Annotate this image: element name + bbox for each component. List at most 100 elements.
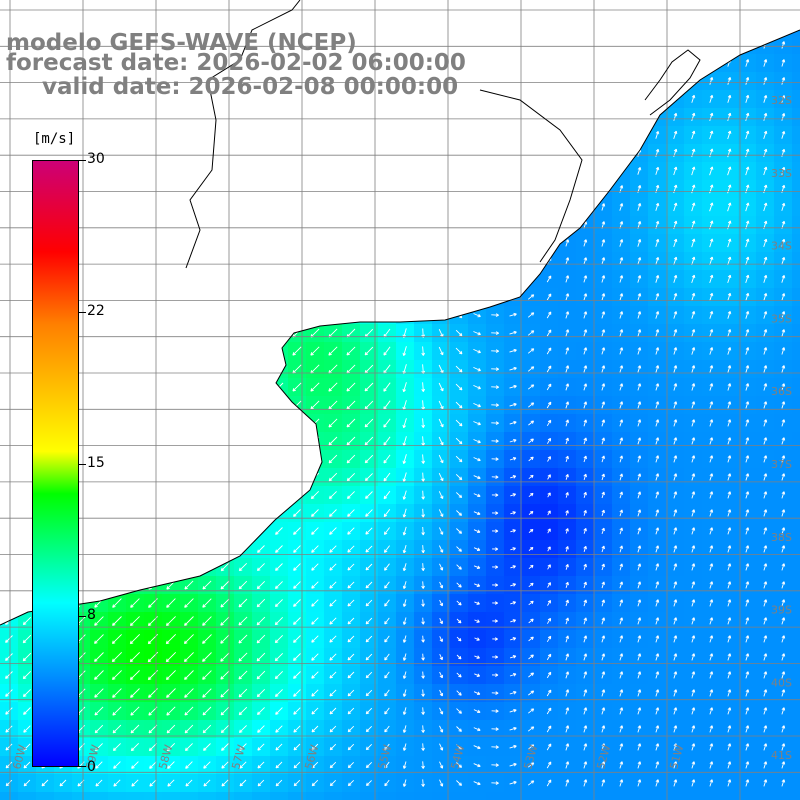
field-cell <box>792 522 800 541</box>
field-cell <box>0 792 19 800</box>
wind-arrow <box>473 384 481 390</box>
wind-arrow <box>527 294 535 300</box>
wind-arrow <box>673 292 678 301</box>
wind-arrow <box>673 329 678 337</box>
wind-arrow <box>310 346 320 356</box>
wind-arrow <box>655 238 660 247</box>
field-cell <box>54 792 73 800</box>
field-cell <box>792 108 800 127</box>
field-cell <box>792 396 800 415</box>
wind-arrow <box>637 166 642 175</box>
field-cell <box>180 792 199 800</box>
wind-arrow <box>709 292 714 301</box>
wind-arrow <box>727 94 732 103</box>
latitude-label: 36S <box>771 385 792 398</box>
wind-arrow <box>709 202 714 212</box>
wind-arrow <box>763 112 768 121</box>
wind-arrow <box>709 130 714 140</box>
wind-arrow <box>781 311 786 319</box>
field-cell <box>792 612 800 631</box>
wind-arrow <box>673 166 678 176</box>
wind-arrow <box>473 348 481 354</box>
field-cell <box>162 792 181 800</box>
wind-arrow <box>546 293 552 301</box>
wind-arrow <box>364 382 374 392</box>
wind-arrow <box>655 274 660 283</box>
wind-arrow <box>763 256 768 266</box>
wind-arrow <box>655 311 660 319</box>
latitude-label: 39S <box>771 604 792 617</box>
wind-arrow <box>527 330 535 336</box>
wind-arrow <box>546 347 552 355</box>
wind-arrow <box>709 76 714 85</box>
latitude-label: 34S <box>771 240 792 253</box>
wind-arrow <box>727 148 732 158</box>
wind-arrow <box>763 130 768 140</box>
field-cell <box>738 792 757 800</box>
wind-arrow <box>781 77 786 85</box>
wind-arrow <box>709 310 714 319</box>
field-cell <box>792 684 800 703</box>
field-cell <box>576 792 595 800</box>
field-cell <box>792 702 800 721</box>
wind-arrow <box>655 293 660 301</box>
wind-arrow <box>727 112 732 122</box>
wind-arrow <box>781 347 786 355</box>
wind-arrow <box>619 311 624 319</box>
wind-arrow <box>673 365 678 373</box>
wind-arrow <box>763 202 768 212</box>
wind-arrow <box>583 293 588 301</box>
wind-arrow <box>727 256 732 266</box>
field-cell <box>702 792 721 800</box>
wind-arrow <box>473 313 481 318</box>
wind-arrow <box>402 382 407 393</box>
latitude-label: 41S <box>771 749 792 762</box>
wind-arrow <box>673 202 678 212</box>
field-cell <box>450 792 469 800</box>
wind-arrow <box>655 365 660 373</box>
wind-arrow <box>655 202 660 211</box>
wind-arrow <box>383 346 391 356</box>
wind-arrow <box>655 256 660 265</box>
colorbar-unit: [m/s] <box>33 131 76 147</box>
field-cell <box>792 198 800 217</box>
field-cell <box>792 756 800 775</box>
wind-arrow <box>565 311 570 319</box>
wind-arrow <box>763 329 768 337</box>
wind-arrow <box>781 130 786 139</box>
wind-arrow <box>727 238 732 248</box>
wind-arrow <box>709 238 714 248</box>
field-cell <box>666 792 685 800</box>
wind-arrow <box>745 347 750 355</box>
wind-arrow <box>583 383 588 391</box>
colorbar-tick <box>79 160 86 161</box>
wind-arrow <box>637 383 642 391</box>
latitude-label: 38S <box>771 531 792 544</box>
wind-arrow <box>601 293 606 301</box>
wind-arrow <box>673 311 678 319</box>
wind-arrow <box>745 292 750 301</box>
wind-arrow <box>691 148 696 158</box>
wind-arrow <box>727 166 732 176</box>
field-cell <box>792 360 800 379</box>
field-cell <box>792 450 800 469</box>
wind-arrow <box>637 238 642 247</box>
wind-arrow <box>364 346 374 356</box>
field-cell <box>522 792 541 800</box>
field-cell <box>792 630 800 649</box>
wind-arrow <box>601 203 606 211</box>
wind-arrow <box>383 382 391 392</box>
field-cell <box>306 792 325 800</box>
wind-arrow <box>745 148 750 158</box>
wind-arrow <box>745 130 750 140</box>
wind-arrow <box>619 257 624 265</box>
wind-arrow <box>473 331 481 336</box>
wind-arrow <box>509 312 517 317</box>
wind-arrow <box>673 383 678 391</box>
field-cell <box>792 666 800 685</box>
wind-arrow <box>673 238 678 248</box>
wind-arrow <box>565 329 570 337</box>
wind-arrow <box>637 347 642 355</box>
wind-arrow <box>637 293 642 301</box>
wind-arrow <box>781 41 786 49</box>
